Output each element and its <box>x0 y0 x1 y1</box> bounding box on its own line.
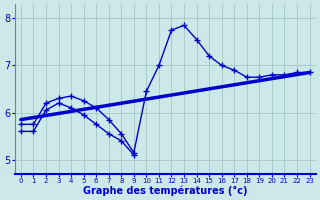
X-axis label: Graphe des températures (°c): Graphe des températures (°c) <box>83 185 247 196</box>
